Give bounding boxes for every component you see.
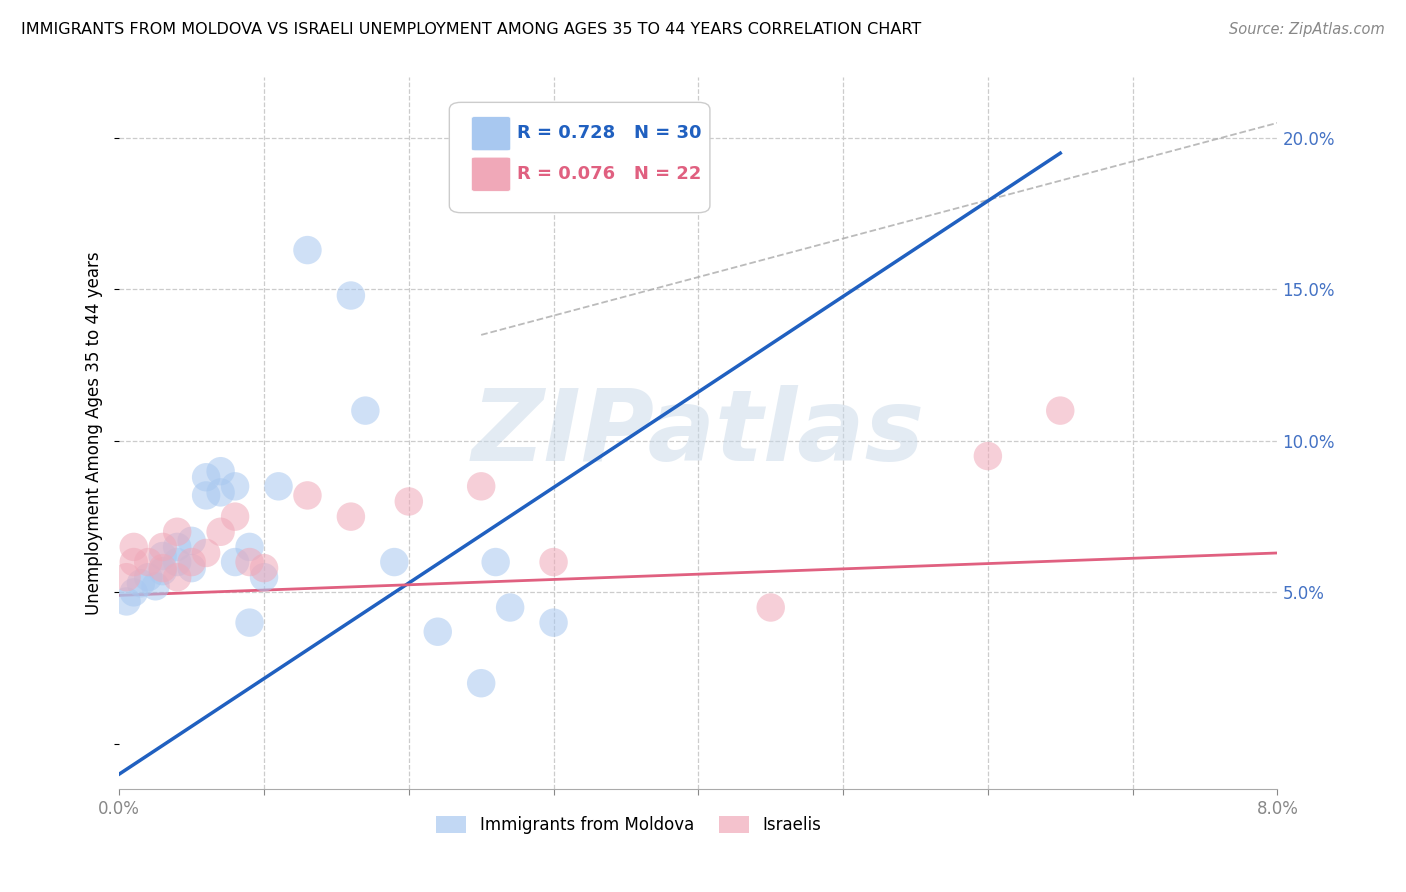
Point [398, 494, 420, 508]
Point [426, 624, 449, 639]
Point [238, 555, 260, 569]
Point [122, 540, 145, 554]
Point [382, 555, 405, 569]
Point [543, 555, 565, 569]
Point [209, 524, 232, 539]
Point [152, 561, 174, 575]
Point [499, 600, 522, 615]
Point [340, 509, 363, 524]
Point [145, 579, 167, 593]
Point [238, 615, 260, 630]
Point [166, 570, 188, 584]
Point [224, 555, 246, 569]
Point [485, 555, 508, 569]
Text: R = 0.076   N = 22: R = 0.076 N = 22 [516, 164, 700, 183]
Point [253, 561, 276, 575]
Point [166, 540, 188, 554]
Point [209, 485, 232, 500]
Point [267, 479, 290, 493]
Point [180, 555, 202, 569]
Point [129, 576, 152, 591]
Point [1049, 403, 1071, 417]
Text: IMMIGRANTS FROM MOLDOVA VS ISRAELI UNEMPLOYMENT AMONG AGES 35 TO 44 YEARS CORREL: IMMIGRANTS FROM MOLDOVA VS ISRAELI UNEMP… [21, 22, 921, 37]
Point [152, 549, 174, 563]
FancyBboxPatch shape [471, 117, 510, 151]
Point [115, 594, 138, 608]
Point [195, 488, 218, 502]
Point [253, 570, 276, 584]
Point [297, 243, 319, 257]
Point [224, 509, 246, 524]
Legend: Immigrants from Moldova, Israelis: Immigrants from Moldova, Israelis [436, 816, 821, 834]
Point [224, 479, 246, 493]
Point [122, 555, 145, 569]
Point [470, 676, 492, 690]
Point [470, 479, 492, 493]
Point [152, 540, 174, 554]
Point [543, 615, 565, 630]
Point [297, 488, 319, 502]
Point [122, 585, 145, 599]
Point [152, 564, 174, 578]
Point [195, 470, 218, 484]
Point [238, 540, 260, 554]
Point [209, 464, 232, 478]
Point [977, 449, 1000, 463]
Point [195, 546, 218, 560]
Point [759, 600, 782, 615]
Text: R = 0.728   N = 30: R = 0.728 N = 30 [516, 124, 702, 142]
Point [180, 533, 202, 548]
Point [115, 570, 138, 584]
Y-axis label: Unemployment Among Ages 35 to 44 years: Unemployment Among Ages 35 to 44 years [86, 252, 103, 615]
Point [136, 570, 159, 584]
Point [166, 524, 188, 539]
Point [136, 555, 159, 569]
Point [354, 403, 377, 417]
FancyBboxPatch shape [450, 103, 710, 212]
FancyBboxPatch shape [471, 157, 510, 191]
Point [180, 561, 202, 575]
Text: ZIPatlas: ZIPatlas [472, 384, 925, 482]
Point [166, 555, 188, 569]
Text: Source: ZipAtlas.com: Source: ZipAtlas.com [1229, 22, 1385, 37]
Point [340, 288, 363, 302]
